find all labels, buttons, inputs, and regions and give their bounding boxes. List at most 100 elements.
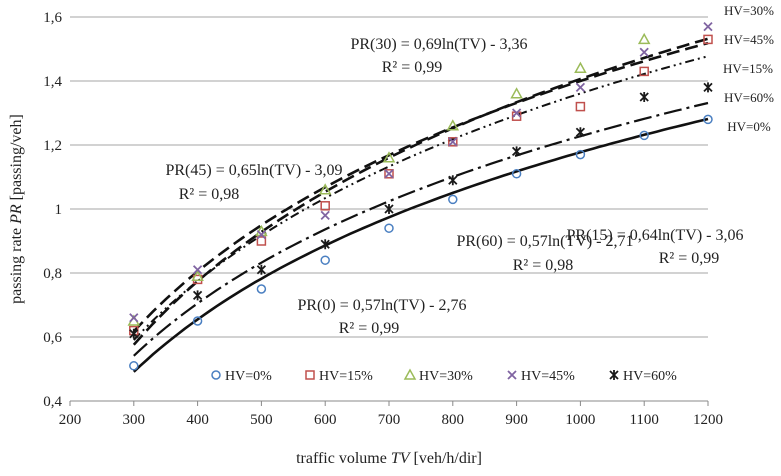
trend-lines: [132, 37, 709, 373]
data-point: [639, 47, 649, 57]
y-tick-label: 0,8: [43, 266, 62, 282]
x-tick-label: 900: [505, 412, 528, 428]
data-point: [448, 137, 458, 147]
y-axis-title-post: [passing/veh]: [8, 114, 25, 204]
x-axis-title-var: TV: [391, 450, 412, 467]
data-point: [446, 119, 460, 131]
data-point: [511, 146, 522, 157]
trend-equation: PR(0) = 0,57ln(TV) - 2,76: [297, 297, 466, 314]
data-point: [639, 92, 649, 102]
y-tick-label: 0,6: [43, 330, 62, 346]
trend-equation: PR(15) = 0,64ln(TV) - 3,06: [566, 227, 743, 244]
legend-item: HV=60%: [609, 369, 677, 384]
legend: HV=0% HV=15% HV=30% HV=45% HV=60%: [211, 368, 677, 384]
data-point: [211, 370, 221, 380]
data-point: [320, 255, 330, 265]
y-tick-labels: 0,4 0,6 0,8 1 1,2 1,4 1,6: [43, 10, 62, 410]
curve-end-label: HV=0%: [727, 119, 771, 134]
trend-line: [132, 37, 709, 346]
trend-line: [132, 41, 709, 333]
data-point: [510, 87, 523, 99]
data-point: [448, 137, 458, 147]
data-point: [703, 82, 713, 93]
data-point: [129, 313, 139, 323]
x-tick-label: 300: [123, 412, 146, 428]
data-point: [403, 368, 417, 380]
y-axis-title: passing rate PR [passing/veh]: [8, 114, 25, 304]
trend-line: [133, 55, 709, 341]
data-point: [703, 21, 713, 32]
y-tick-label: 1,2: [43, 138, 62, 154]
y-tick-label: 1,4: [43, 74, 62, 90]
x-tick-label: 700: [378, 412, 401, 428]
data-point: [575, 101, 586, 112]
legend-item: HV=15%: [305, 369, 373, 384]
data-point: [129, 361, 139, 371]
x-tick-label: 600: [314, 412, 337, 428]
data-point: [703, 34, 713, 45]
curve-end-labels: HV=0% HV=15% HV=30% HV=45% HV=60%: [723, 3, 774, 134]
data-point: [703, 114, 713, 125]
x-axis-title-pre: traffic volume: [296, 450, 391, 467]
curve-end-label: HV=45%: [724, 32, 774, 47]
data-point: [511, 169, 522, 179]
trend-r-squared: R² = 0,99: [659, 250, 720, 267]
data-point: [639, 66, 649, 77]
data-point: [192, 265, 203, 275]
y-tick-label: 1: [55, 202, 63, 218]
legend-label: HV=15%: [319, 369, 373, 384]
x-tick-label: 1100: [629, 412, 658, 428]
data-point: [320, 239, 330, 250]
x-tick-label: 1200: [693, 412, 723, 428]
trend-r-squared: R² = 0,98: [513, 257, 574, 274]
data-point: [448, 194, 458, 205]
legend-item: HV=0%: [211, 369, 272, 384]
x-tick-label: 200: [59, 412, 82, 428]
data-point: [448, 175, 458, 186]
legend-item: HV=45%: [507, 369, 575, 384]
data-point: [382, 151, 396, 163]
data-point: [256, 229, 267, 240]
data-point: [575, 82, 586, 93]
data-point: [305, 370, 315, 380]
curve-end-label: HV=30%: [724, 3, 774, 18]
curve-end-label: HV=15%: [723, 61, 773, 76]
legend-label: HV=30%: [419, 369, 473, 384]
data-point: [639, 130, 649, 141]
data-point: [256, 236, 267, 246]
x-tick-label: 1000: [565, 412, 595, 428]
data-point: [320, 210, 330, 221]
y-tick-label: 1,6: [43, 10, 62, 26]
x-axis-title-post: [veh/h/dir]: [410, 450, 482, 467]
data-point: [318, 183, 332, 195]
data-point: [191, 269, 204, 281]
data-point: [129, 328, 139, 339]
trend-equation: PR(60) = 0,57ln(TV) - 2,71: [456, 233, 633, 250]
data-point: [575, 127, 586, 138]
trend-r-squared: R² = 0,99: [382, 59, 443, 76]
y-axis-title-pre: passing rate: [8, 224, 25, 304]
data-point: [256, 264, 267, 275]
legend-item: HV=30%: [403, 368, 473, 384]
data-point: [320, 201, 330, 211]
data-point: [384, 169, 394, 179]
data-point: [384, 223, 394, 233]
y-axis-title-var: PR: [8, 204, 25, 225]
data-point: [575, 149, 586, 160]
trend-equation: PR(45) = 0,65ln(TV) - 3,09: [165, 162, 342, 179]
trend-line: [133, 101, 709, 357]
data-point: [637, 32, 651, 45]
data-point: [192, 316, 203, 326]
x-tick-label: 800: [442, 412, 465, 428]
data-point: [574, 61, 587, 73]
legend-label: HV=60%: [623, 369, 677, 384]
legend-label: HV=45%: [521, 369, 575, 384]
data-point: [256, 284, 267, 294]
data-points: [127, 21, 713, 371]
x-tick-labels: 200 300 400 500 600 700 800 900 1000 1100 1200: [59, 401, 723, 428]
data-point: [507, 370, 517, 380]
data-point: [609, 370, 619, 380]
x-axis-title: traffic volume TV [veh/h/dir]: [296, 450, 482, 467]
trend-line: [132, 117, 709, 373]
